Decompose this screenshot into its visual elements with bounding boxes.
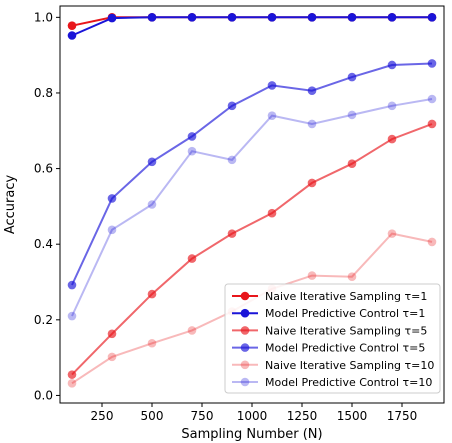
series-line bbox=[71, 62, 433, 286]
legend-entry: Naive Iterative Sampling τ=10 bbox=[232, 359, 434, 372]
data-point bbox=[427, 59, 437, 68]
y-axis: 0.0 0.2 0.4 0.6 0.8 1.0 bbox=[34, 10, 60, 402]
data-point bbox=[427, 13, 437, 22]
data-point bbox=[107, 194, 117, 203]
data-point bbox=[227, 13, 237, 22]
legend-label: Model Predictive Control τ=5 bbox=[265, 342, 425, 355]
data-point bbox=[387, 134, 397, 144]
data-point bbox=[387, 101, 397, 111]
y-tick-label: 0.2 bbox=[34, 313, 53, 327]
series-line bbox=[71, 16, 432, 37]
data-point bbox=[347, 159, 357, 168]
legend-marker-swatch bbox=[240, 343, 250, 352]
data-point bbox=[147, 338, 157, 348]
legend-marker-swatch bbox=[240, 377, 250, 387]
data-point bbox=[307, 119, 317, 129]
data-point bbox=[267, 81, 277, 90]
series-4 bbox=[67, 59, 437, 290]
legend-label: Naive Iterative Sampling τ=10 bbox=[265, 359, 434, 372]
data-point bbox=[187, 326, 197, 335]
data-point bbox=[107, 352, 117, 362]
legend-entry: Model Predictive Control τ=10 bbox=[232, 376, 432, 389]
data-point bbox=[147, 13, 157, 22]
y-tick-label: 1.0 bbox=[34, 10, 53, 24]
legend-entry: Model Predictive Control τ=1 bbox=[232, 307, 425, 320]
data-point bbox=[267, 13, 277, 22]
data-point bbox=[347, 110, 357, 120]
series-6 bbox=[67, 94, 437, 321]
data-point bbox=[107, 329, 117, 339]
data-point bbox=[387, 60, 397, 70]
data-point bbox=[147, 157, 157, 167]
data-point bbox=[67, 280, 77, 290]
x-tick-label: 1500 bbox=[337, 409, 368, 423]
legend-label: Model Predictive Control τ=10 bbox=[265, 376, 432, 389]
x-tick-label: 1750 bbox=[387, 409, 418, 423]
legend-entry: Naive Iterative Sampling τ=1 bbox=[232, 290, 427, 303]
data-point bbox=[67, 21, 77, 30]
y-tick-label: 0.4 bbox=[34, 237, 53, 251]
legend-entry: Naive Iterative Sampling τ=5 bbox=[232, 324, 427, 337]
legend-marker-swatch bbox=[240, 308, 250, 318]
data-point bbox=[107, 225, 117, 235]
data-point bbox=[387, 13, 397, 22]
data-point bbox=[267, 208, 277, 218]
data-point bbox=[347, 13, 357, 22]
data-point bbox=[387, 229, 397, 238]
data-point bbox=[67, 31, 77, 40]
data-point bbox=[227, 229, 237, 238]
x-tick-label: 1250 bbox=[287, 409, 318, 423]
data-point bbox=[107, 13, 117, 23]
legend-label: Naive Iterative Sampling τ=5 bbox=[265, 324, 427, 337]
data-point bbox=[67, 370, 77, 379]
series-3 bbox=[67, 119, 437, 379]
legend-box bbox=[224, 283, 441, 394]
data-point bbox=[267, 111, 277, 120]
x-tick-label: 1000 bbox=[237, 409, 268, 423]
y-tick-label: 0.0 bbox=[34, 388, 53, 402]
y-tick-label: 0.6 bbox=[34, 162, 53, 176]
legend-entry: Model Predictive Control τ=5 bbox=[232, 342, 425, 355]
x-tick-label: 250 bbox=[91, 409, 114, 423]
legend-marker-swatch bbox=[240, 360, 250, 370]
data-point bbox=[187, 254, 197, 263]
series-line bbox=[71, 98, 433, 317]
data-point bbox=[347, 272, 357, 282]
data-point bbox=[147, 289, 157, 299]
x-tick-label: 750 bbox=[191, 409, 214, 423]
legend-label: Model Predictive Control τ=1 bbox=[265, 307, 425, 320]
data-point bbox=[307, 178, 317, 188]
data-point bbox=[67, 379, 77, 388]
series-1 bbox=[67, 13, 437, 30]
data-point bbox=[227, 155, 237, 165]
data-point bbox=[427, 119, 437, 129]
data-point bbox=[67, 311, 77, 321]
data-point bbox=[187, 146, 197, 156]
data-point bbox=[187, 132, 197, 141]
data-point bbox=[307, 86, 317, 95]
x-axis: 250 500 750 1000 1250 1500 1750 bbox=[91, 403, 418, 423]
data-point bbox=[427, 94, 437, 104]
legend-marker-swatch bbox=[240, 326, 250, 335]
legend-label: Naive Iterative Sampling τ=1 bbox=[265, 290, 427, 303]
x-axis-label: Sampling Number (N) bbox=[181, 427, 322, 442]
legend-marker-swatch bbox=[240, 291, 250, 301]
data-point bbox=[307, 271, 317, 280]
x-tick-label: 500 bbox=[141, 409, 164, 423]
data-point bbox=[347, 72, 357, 82]
data-point bbox=[147, 200, 157, 209]
data-point bbox=[427, 237, 437, 247]
y-axis-label: Accuracy bbox=[3, 175, 18, 235]
series-2 bbox=[67, 13, 437, 40]
legend: Naive Iterative Sampling τ=1 Model Predic… bbox=[224, 283, 441, 394]
data-point bbox=[187, 13, 197, 22]
y-tick-label: 0.8 bbox=[34, 86, 53, 100]
data-point bbox=[307, 13, 317, 22]
data-point bbox=[227, 101, 237, 111]
series-line bbox=[71, 123, 433, 376]
